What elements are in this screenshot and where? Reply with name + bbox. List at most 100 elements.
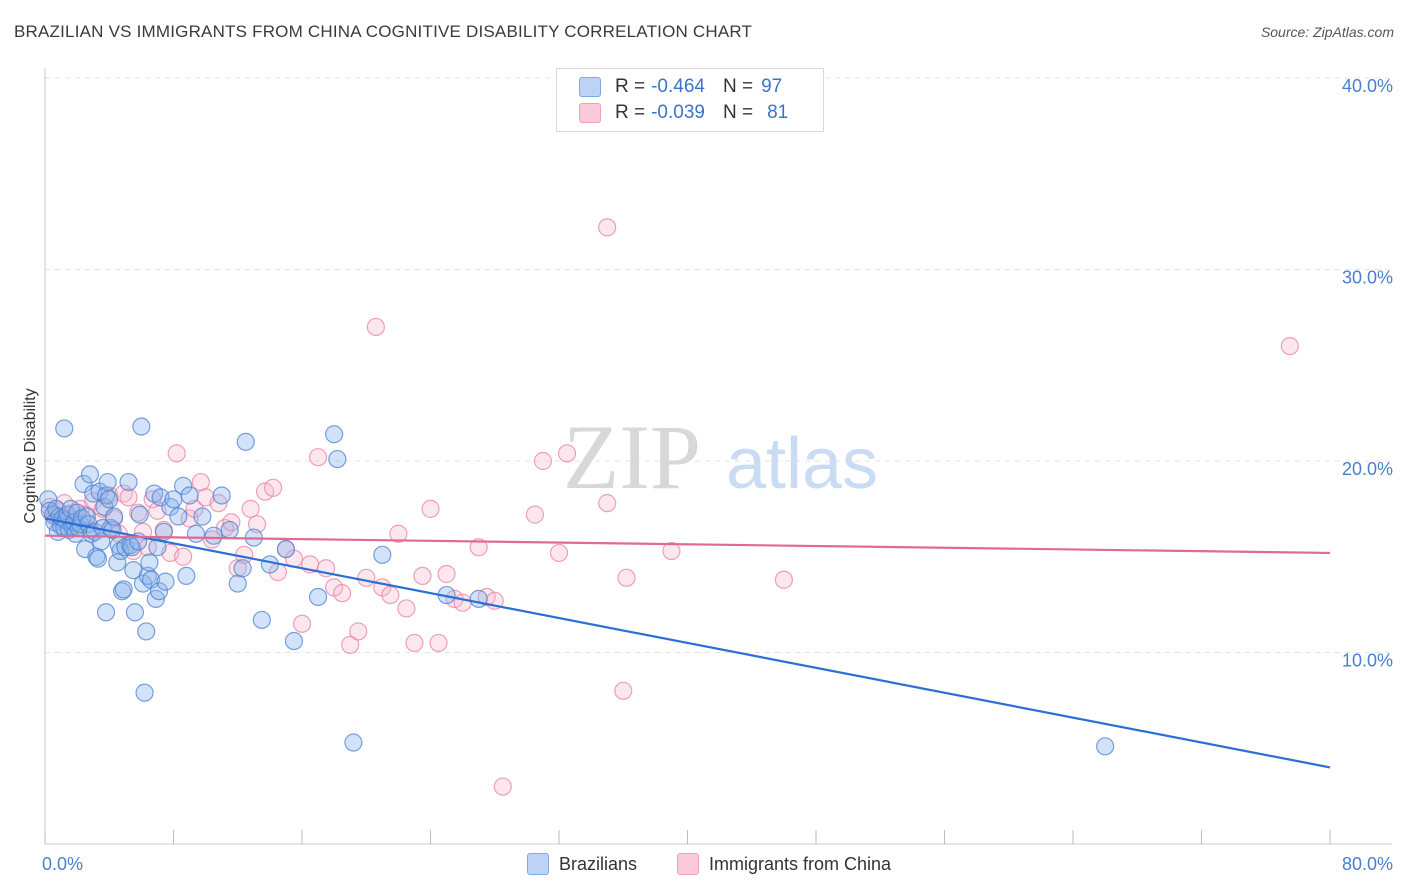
brazilian-point	[373, 545, 392, 564]
china-point	[413, 566, 432, 586]
trend-line-brazilians	[44, 517, 1331, 769]
brazilian-point	[284, 631, 304, 651]
tick-labels: 10.0% 20.0% 30.0% 40.0% 0.0% 80.0%	[42, 76, 1393, 874]
legend-item-brazilians: Brazilians	[527, 852, 637, 876]
brazilian-point	[55, 419, 74, 438]
china-point	[429, 633, 448, 653]
china-point	[119, 488, 138, 507]
china-point	[366, 317, 385, 337]
y-tick-label: 30.0%	[1342, 268, 1393, 288]
china-point	[389, 524, 408, 543]
y-tick-label: 20.0%	[1342, 459, 1393, 479]
brazilian-point	[130, 505, 149, 524]
brazilian-point	[228, 574, 247, 593]
china-point	[341, 635, 360, 654]
china-point	[549, 543, 569, 563]
trend-line-china	[44, 534, 1331, 555]
legend-swatch-china	[579, 103, 601, 123]
china-point	[453, 593, 472, 612]
brazilian-point	[149, 582, 169, 601]
china-point	[222, 513, 241, 532]
watermark-zip: ZIP	[563, 406, 701, 508]
china-point	[333, 584, 352, 603]
brazilian-point	[88, 549, 108, 568]
brazilian-point	[104, 507, 124, 526]
china-point	[662, 541, 681, 561]
legend-swatch-brazilians	[527, 853, 549, 875]
china-point	[191, 472, 210, 492]
watermark-atlas: atlas	[726, 424, 878, 504]
trend-lines	[44, 517, 1331, 769]
legend-n-value: 81	[767, 102, 789, 123]
brazilian-point	[96, 603, 116, 622]
brazilian-point	[140, 553, 159, 572]
china-point	[557, 444, 577, 463]
chart-title: BRAZILIAN VS IMMIGRANTS FROM CHINA COGNI…	[14, 22, 753, 41]
china-point	[525, 505, 545, 524]
china-point	[405, 633, 424, 653]
brazilian-point	[100, 490, 119, 509]
watermark: ZIP atlas	[563, 406, 878, 508]
brazilian-point	[212, 486, 231, 505]
brazilian-point	[80, 465, 100, 484]
brazilian-point	[252, 610, 271, 630]
brazilian-point	[236, 432, 255, 451]
brazilian-point	[68, 503, 87, 522]
brazilian-point	[186, 524, 206, 543]
brazilian-point	[74, 474, 93, 494]
brazilian-point	[98, 472, 117, 492]
brazilian-point	[135, 683, 154, 702]
brazilian-point	[220, 520, 239, 540]
brazilian-point	[169, 507, 188, 526]
china-point	[357, 568, 376, 587]
scatter-points	[39, 218, 1299, 796]
legend-r-value: -0.464	[651, 76, 705, 97]
brazilian-point	[260, 555, 279, 574]
y-tick-label: 10.0%	[1342, 651, 1393, 671]
china-point	[421, 499, 440, 518]
china-point	[247, 515, 267, 534]
legend-r-label: R =	[615, 76, 646, 97]
legend-row-brazilians: R = -0.464 N = 97	[579, 75, 782, 99]
china-point	[167, 444, 186, 463]
legend-row-china: R = -0.039 N = 81	[579, 101, 788, 125]
legend-swatch-china	[677, 853, 699, 875]
brazilian-point	[177, 566, 196, 586]
brazilian-point	[132, 417, 151, 436]
brazilian-point	[204, 526, 223, 545]
china-point	[614, 681, 633, 700]
china-point	[349, 622, 368, 641]
china-point	[774, 570, 793, 589]
legend-swatch-brazilians	[579, 77, 601, 97]
brazilian-point	[148, 538, 167, 557]
china-point	[493, 777, 512, 796]
brazilian-point	[469, 589, 488, 608]
legend-label-china: Immigrants from China	[709, 853, 892, 874]
legend-n-label: N =	[722, 102, 754, 123]
china-point	[292, 614, 312, 633]
brazilian-point	[328, 449, 347, 469]
brazilian-point	[193, 507, 212, 526]
legend-label-brazilians: Brazilians	[559, 853, 638, 874]
brazilian-point	[82, 524, 101, 543]
china-point	[397, 599, 416, 618]
x-tick-label-max: 80.0%	[1342, 854, 1393, 874]
brazilian-point	[308, 587, 328, 607]
brazilian-point	[233, 559, 252, 578]
correlation-legend: R = -0.464 N = 97 R = -0.039 N = 81	[556, 68, 824, 132]
china-point	[469, 538, 488, 557]
legend-r-label: R =	[615, 102, 646, 123]
brazilian-point	[325, 425, 344, 444]
china-point	[174, 547, 193, 566]
brazilian-point	[156, 572, 175, 591]
china-point	[381, 585, 400, 605]
china-point	[437, 564, 456, 584]
china-point	[533, 451, 553, 471]
china-point	[241, 499, 260, 518]
china-point	[263, 478, 283, 497]
brazilian-point	[125, 603, 145, 622]
y-axis-label: Cognitive Disability	[22, 388, 39, 523]
brazilian-point	[154, 522, 173, 541]
legend-n-label: N =	[722, 76, 754, 97]
